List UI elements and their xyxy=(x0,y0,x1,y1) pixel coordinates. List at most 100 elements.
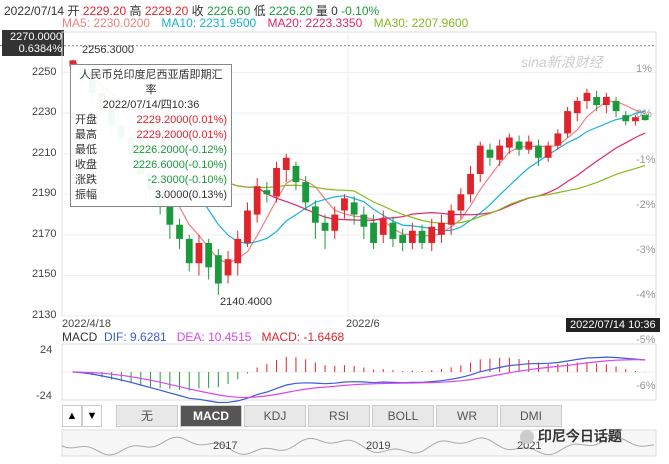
pct-tick-label: -1% xyxy=(636,153,656,166)
candle-body xyxy=(632,117,639,122)
tab-4[interactable]: BOLL xyxy=(372,405,434,427)
candle-body xyxy=(399,234,407,243)
macd-legend: MACD DIF: 9.6281 DEA: 10.4515 MACD: -1.6… xyxy=(62,330,344,344)
tab-6[interactable]: DMI xyxy=(500,405,562,427)
candle-body xyxy=(341,198,348,211)
candle-body xyxy=(573,100,581,114)
candles xyxy=(69,59,649,295)
tab-3[interactable]: RSI xyxy=(308,405,370,427)
candle-body xyxy=(214,255,222,284)
tooltip-value: 3.0000(0.13%) xyxy=(154,189,227,201)
candle-body xyxy=(311,206,319,223)
close-label: 收 xyxy=(191,4,204,18)
volume-value: 0 xyxy=(331,4,338,18)
candle-body xyxy=(205,242,213,268)
candle-body xyxy=(622,115,630,122)
dif-legend: DIF: 9.6281 xyxy=(104,330,167,344)
candle-body xyxy=(602,96,610,106)
tooltip-row: 开盘 2229.2000(0.01%) xyxy=(75,113,227,128)
candle-body xyxy=(564,111,571,134)
tooltip-row: 振幅 3.0000(0.13%) xyxy=(75,188,227,203)
candle-body xyxy=(438,222,445,235)
pct-tick-label: -2% xyxy=(636,198,656,211)
crosshair-price: 2270.0000 xyxy=(10,31,62,43)
wechat-name: 印尼今日话题 xyxy=(537,428,622,444)
candle-body xyxy=(486,149,494,158)
candle-body xyxy=(496,145,504,160)
tooltip-key: 最高 xyxy=(75,129,97,141)
pct-tick-label: -3% xyxy=(636,244,656,257)
candle-body xyxy=(447,210,455,225)
high-label: 高 xyxy=(129,4,142,18)
tooltip-value: -2.3000(-0.10%) xyxy=(147,174,228,186)
candle-body xyxy=(302,182,310,203)
macd-bottom-label: -24 xyxy=(36,390,52,402)
x-label-mid: 2022/6 xyxy=(346,318,380,330)
candle-body xyxy=(389,222,397,239)
tab-0[interactable]: 无 xyxy=(116,405,178,427)
scroll-up-button[interactable]: ▲ xyxy=(62,405,82,427)
low-value: 2226.20 xyxy=(269,4,313,18)
tooltip-value: 2229.2000(0.01%) xyxy=(136,114,227,126)
pct-tick-label: -6% xyxy=(636,379,656,392)
tooltip-key: 收盘 xyxy=(75,159,97,171)
ohlc-tooltip: 人民币兑印度尼西亚盾即期汇率 2022/07/14/四10:36 开盘 2229.… xyxy=(70,64,232,207)
candle-body xyxy=(176,224,183,239)
quote-summary: 2022/07/14 开 2229.20 高 2229.20 收 2226.60… xyxy=(4,2,379,19)
candle-body xyxy=(641,114,649,121)
nav-year-1: 2017 xyxy=(213,440,238,452)
quote-date: 2022/07/14 xyxy=(4,4,65,18)
low-annotation: 2140.4000 xyxy=(220,296,272,308)
y-tick-label: 2250 xyxy=(32,65,57,78)
pct-tick-label: -4% xyxy=(636,289,656,302)
candle-body xyxy=(321,222,329,231)
candle-body xyxy=(69,60,77,67)
ma5-legend: MA5: 2230.0200 xyxy=(62,16,151,30)
candle-body xyxy=(263,190,271,195)
candle-body xyxy=(370,222,377,243)
candle-body xyxy=(544,145,552,158)
y-tick-label: 2130 xyxy=(32,309,57,321)
indicator-tabs: ▲ ▼ 无 MACD KDJ RSI BOLL WR DMI xyxy=(62,405,564,427)
close-value: 2226.60 xyxy=(206,4,251,18)
high-annotation: 2256.3000 xyxy=(82,44,134,56)
low-label: 低 xyxy=(253,4,266,18)
ma-legend: MA5: 2230.0200 MA10: 2231.9500 MA20: 222… xyxy=(62,16,476,30)
tooltip-value: 2226.2000(-0.12%) xyxy=(132,144,227,156)
candle-body xyxy=(428,226,436,243)
scroll-down-button[interactable]: ▼ xyxy=(82,405,102,427)
tooltip-key: 振幅 xyxy=(75,189,97,201)
volume-label: 量 xyxy=(315,4,328,18)
tooltip-row: 最低 2226.2000(-0.12%) xyxy=(75,143,227,158)
candle-body xyxy=(535,145,542,158)
sina-watermark: sina新浪财经 xyxy=(521,54,603,70)
candle-body xyxy=(185,238,193,264)
tab-1[interactable]: MACD xyxy=(180,405,242,427)
tab-2[interactable]: KDJ xyxy=(244,405,306,427)
pct-tick-label: 0% xyxy=(636,108,652,121)
candle-body xyxy=(195,242,203,264)
navigator-line xyxy=(61,436,655,456)
dif-line xyxy=(72,356,646,404)
macd-top-label: 24 xyxy=(40,344,53,356)
tooltip-key: 开盘 xyxy=(75,114,97,126)
candle-body xyxy=(273,167,280,197)
wechat-icon xyxy=(520,430,534,445)
candle-body xyxy=(379,218,387,235)
candle-body xyxy=(457,194,465,211)
tab-list: 无 MACD KDJ RSI BOLL WR DMI xyxy=(116,405,564,427)
candle-body xyxy=(505,137,513,148)
tab-5[interactable]: WR xyxy=(436,405,498,427)
candle-body xyxy=(418,230,426,243)
candle-body xyxy=(244,210,251,243)
candle-body xyxy=(593,96,601,106)
ma20-legend: MA20: 2223.3350 xyxy=(267,16,363,30)
last-time-badge: 2022/07/14 10:36 xyxy=(566,318,660,332)
y-tick-label: 2210 xyxy=(32,146,57,159)
candle-body xyxy=(331,214,339,231)
macd-panel xyxy=(61,343,657,404)
change-value: -0.10% xyxy=(341,4,380,18)
candle-body xyxy=(515,141,523,150)
tooltip-row: 涨跌 -2.3000(-0.10%) xyxy=(75,173,227,188)
